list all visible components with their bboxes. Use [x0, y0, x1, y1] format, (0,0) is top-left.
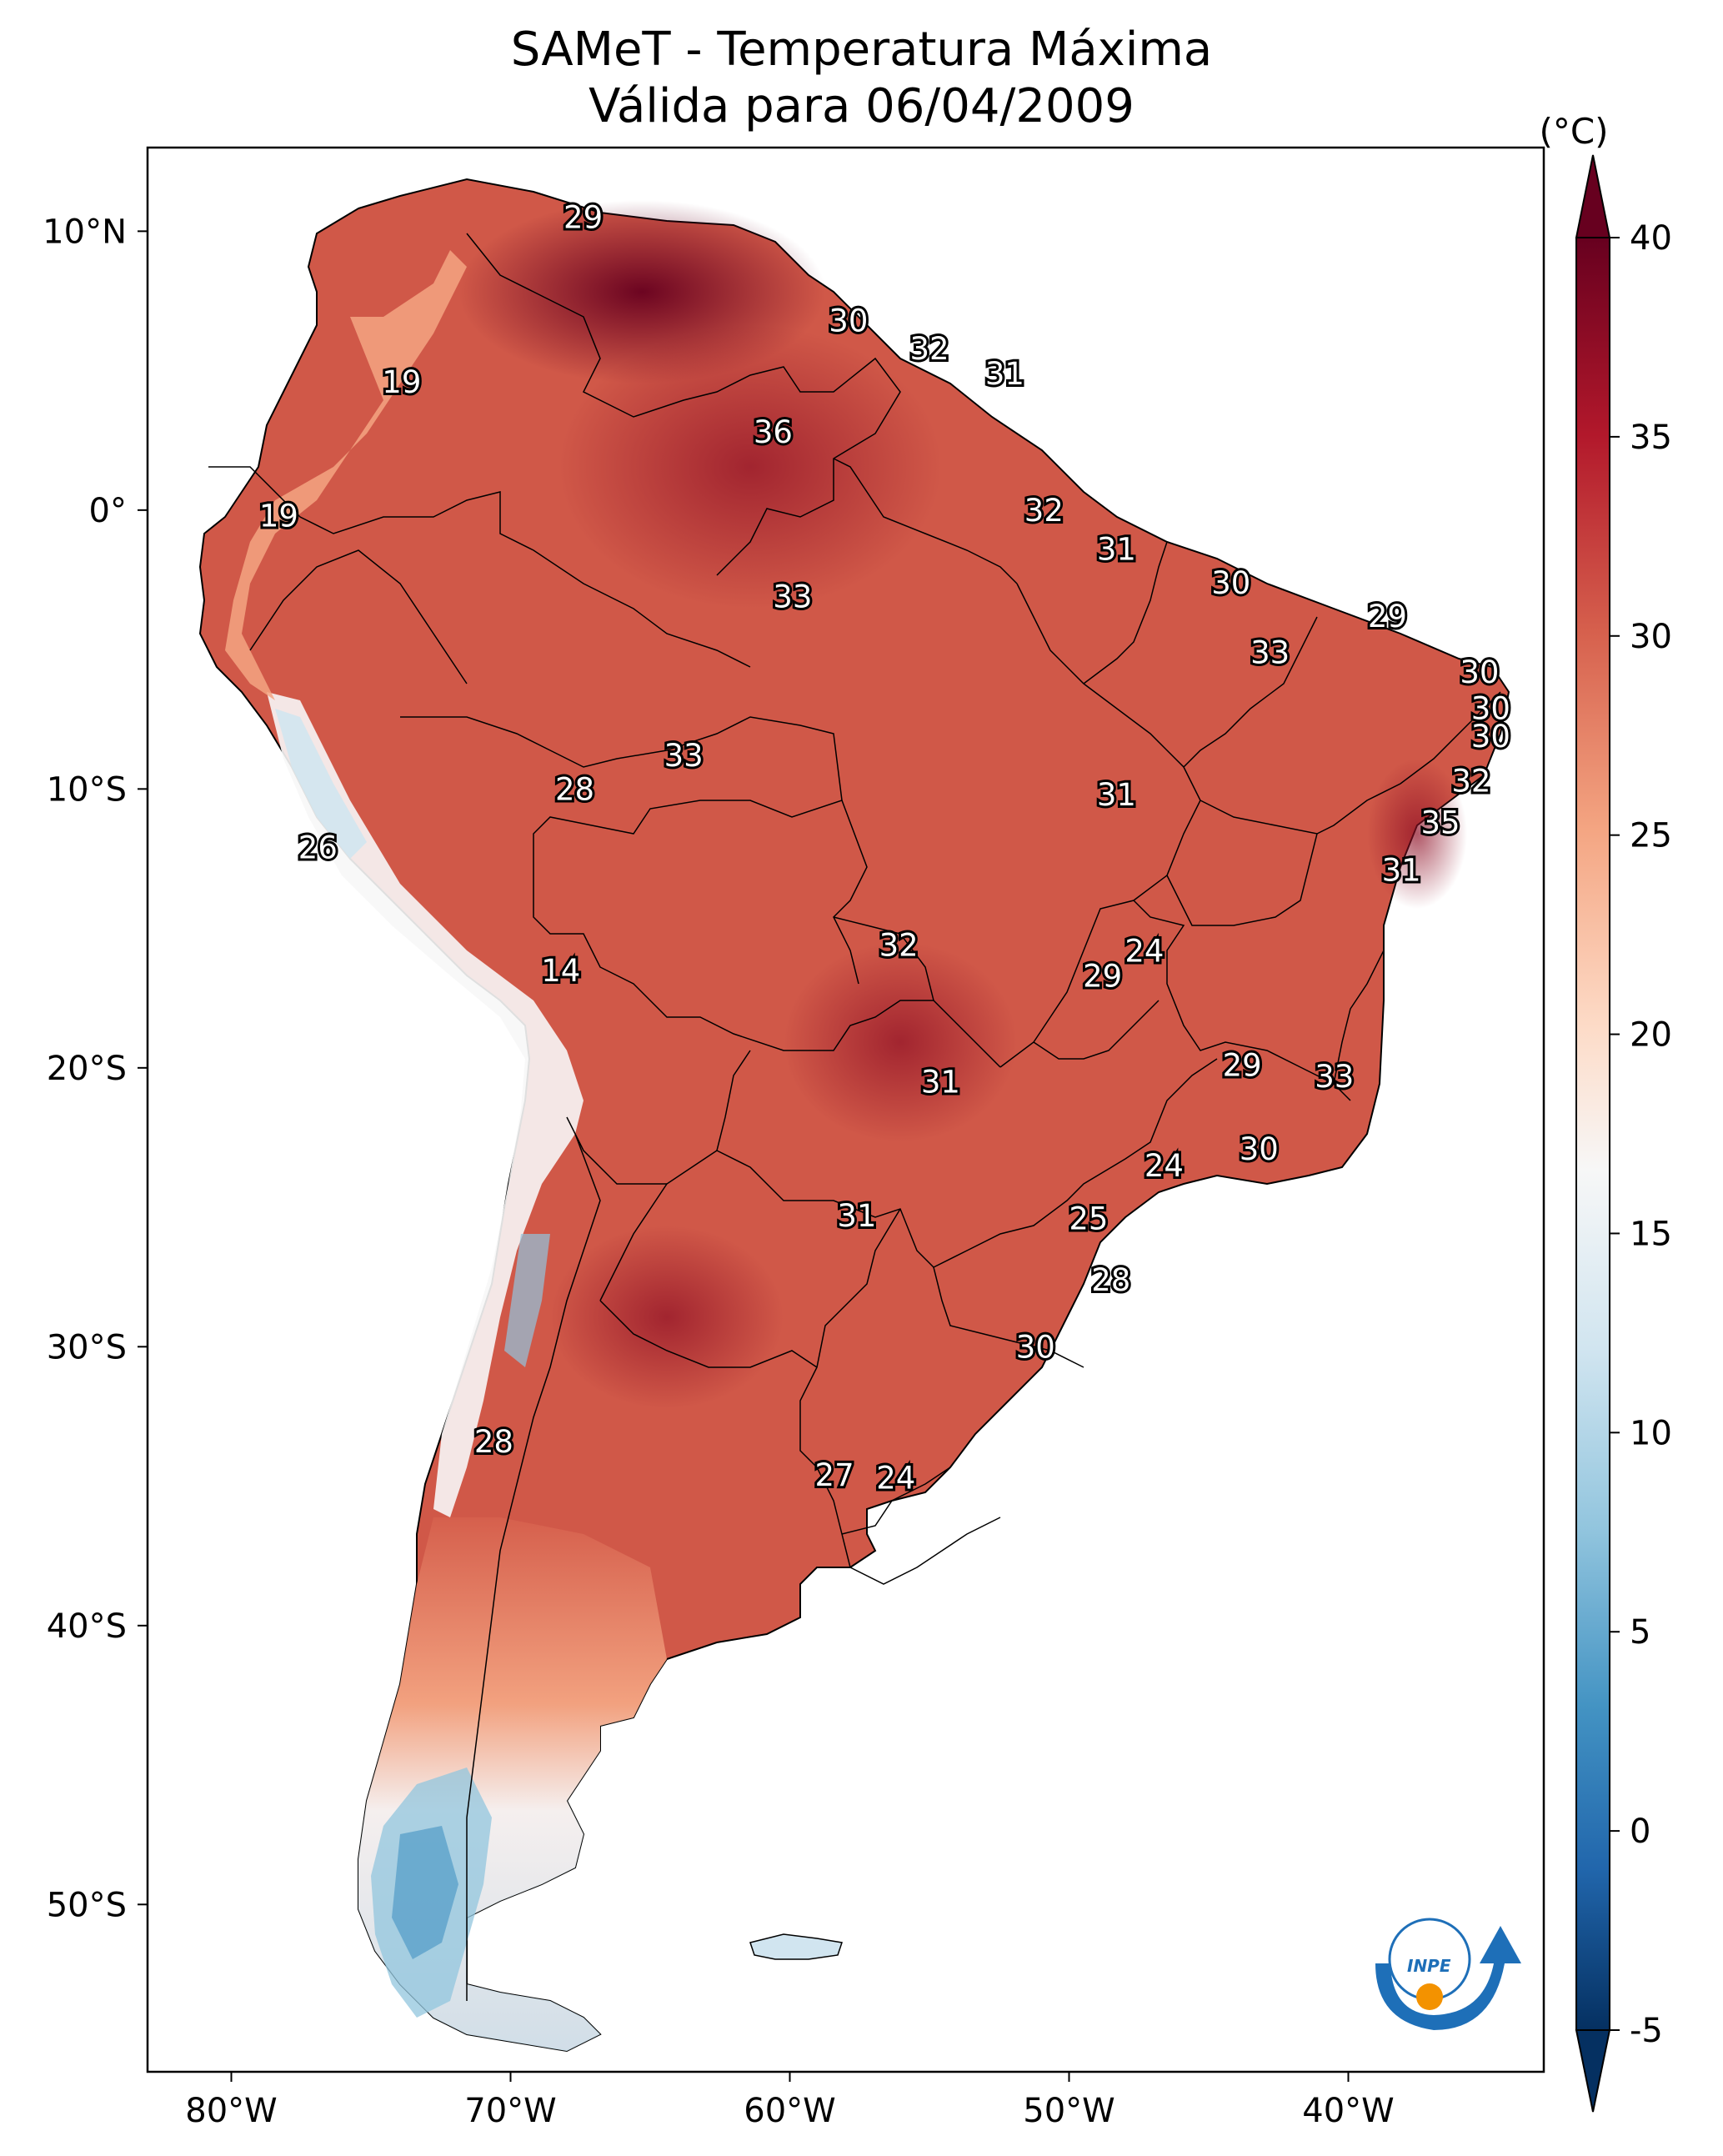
station-value-label: 30	[1211, 565, 1250, 601]
station-value-label: 30	[1016, 1329, 1055, 1365]
hot-zone-northeast	[1367, 759, 1467, 909]
colorbar-tick-label: 35	[1630, 419, 1672, 457]
colorbar-tick-label: 40	[1630, 219, 1672, 258]
colorbar-tick-label: 20	[1630, 1016, 1672, 1055]
station-value-label: 32	[909, 331, 949, 367]
x-tick-label: 60°W	[744, 2092, 835, 2130]
station-value-label: 28	[1091, 1262, 1130, 1298]
y-axis: 10°N 0° 10°S 20°S 30°S 40°S 50°S	[43, 213, 148, 1924]
chart-title-line2: Válida para 06/04/2009	[589, 79, 1134, 133]
y-tick-label: 0°	[89, 492, 127, 530]
hot-zone-central	[784, 942, 1017, 1142]
station-value-label: 28	[474, 1424, 513, 1460]
station-value-label: 32	[1451, 763, 1490, 799]
station-value-label: 31	[1382, 852, 1421, 888]
falkland-islands	[749, 1933, 843, 1960]
andes-cold-core	[275, 709, 367, 859]
station-value-label: 31	[1097, 777, 1136, 813]
country-borders	[208, 233, 1501, 2001]
colorbar-tick-label: 5	[1630, 1613, 1650, 1652]
colorbar-unit: (°C)	[1539, 111, 1608, 152]
colorbar-tick-label: 25	[1630, 817, 1672, 855]
station-value-label: 28	[555, 771, 594, 807]
station-value-label: 33	[1315, 1059, 1354, 1095]
station-value-label: 29	[1083, 958, 1122, 994]
colorbar-ticks: 40 35 30 25 20 15 10 5 0 -5	[1610, 219, 1672, 2050]
station-value-label: 31	[985, 356, 1024, 392]
hot-zone-chaco	[550, 1226, 784, 1409]
x-tick-label: 80°W	[185, 2092, 277, 2130]
logo-text: INPE	[1407, 1956, 1451, 1976]
station-value-label: 30	[829, 303, 868, 338]
station-value-label: 33	[1250, 634, 1290, 670]
y-tick-label: 40°S	[47, 1607, 127, 1646]
station-value-label: 30	[1471, 690, 1510, 726]
station-value-label: 31	[837, 1198, 876, 1234]
colorbar-body	[1575, 237, 1610, 2031]
hot-zone-amazon	[558, 325, 942, 609]
x-tick-label: 40°W	[1302, 2092, 1394, 2130]
station-value-label: 24	[1144, 1148, 1184, 1184]
logo-sun-icon	[1416, 1983, 1443, 2010]
colorbar-bottom-arrow	[1575, 2029, 1611, 2113]
map-fill	[198, 178, 1510, 2053]
y-tick-label: 50°S	[47, 1886, 127, 1924]
y-tick-label: 30°S	[47, 1328, 127, 1366]
y-tick-label: 20°S	[47, 1050, 127, 1088]
station-value-label: 19	[382, 364, 421, 400]
x-axis: 80°W 70°W 60°W 50°W 40°W	[185, 2072, 1395, 2130]
station-value-label: 32	[1024, 493, 1064, 529]
station-value-label: 19	[259, 499, 298, 534]
colorbar-tick-label: 30	[1630, 618, 1672, 656]
station-value-label: 36	[754, 414, 793, 450]
colorbar-tick-label: 0	[1630, 1813, 1650, 1851]
colorbar: 40 35 30 25 20 15 10 5 0 -5	[1575, 154, 1672, 2113]
station-value-label: 31	[921, 1065, 960, 1101]
station-value-label: 29	[1368, 599, 1407, 634]
station-value-label: 24	[1124, 933, 1164, 969]
andes-cold-colombia	[225, 250, 467, 700]
colorbar-tick-label: 10	[1630, 1414, 1672, 1452]
station-value-label: 25	[1069, 1201, 1108, 1236]
station-value-label: 33	[773, 579, 812, 615]
station-value-label: 29	[563, 200, 603, 236]
station-value-label: 33	[664, 738, 704, 774]
station-value-label: 30	[1240, 1131, 1279, 1167]
station-value-label: 14	[541, 953, 580, 989]
patagonia-deep-cold	[392, 1826, 458, 1959]
colorbar-tick-label: -5	[1630, 2012, 1663, 2050]
y-tick-label: 10°N	[43, 213, 127, 251]
station-value-label: 24	[876, 1461, 915, 1497]
y-tick-label: 10°S	[47, 770, 127, 809]
station-value-label: 26	[298, 830, 338, 866]
station-value-label: 30	[1460, 654, 1499, 690]
station-value-label: 27	[815, 1457, 854, 1493]
colorbar-top-arrow	[1575, 154, 1611, 238]
station-value-label: 29	[1223, 1047, 1262, 1083]
x-tick-label: 70°W	[464, 2092, 556, 2130]
x-tick-label: 50°W	[1023, 2092, 1114, 2130]
colorbar-tick-label: 15	[1630, 1215, 1672, 1253]
andes-cold-south	[504, 1234, 550, 1367]
station-value-label: 35	[1421, 805, 1460, 840]
logo-swoosh-icon	[1375, 1926, 1521, 2030]
station-value-label: 30	[1471, 719, 1510, 755]
station-value-label: 31	[1097, 532, 1136, 568]
inpe-logo: INPE	[1375, 1918, 1521, 2030]
station-value-label: 32	[879, 928, 919, 964]
chart-title-line1: SAMeT - Temperatura Máxima	[510, 23, 1213, 77]
